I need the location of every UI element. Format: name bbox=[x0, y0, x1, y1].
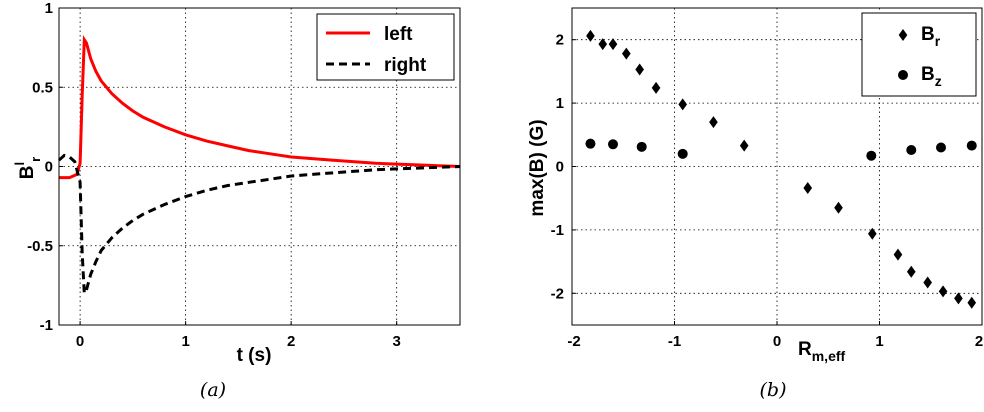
panel-a-y-label-sup: l bbox=[12, 162, 27, 166]
legend-label-bz: Bz bbox=[921, 64, 942, 89]
series-line-left bbox=[59, 34, 461, 180]
x-tick-label: -2 bbox=[567, 333, 580, 350]
y-tick-label: 2 bbox=[556, 32, 564, 49]
panel-a-legend: left right bbox=[316, 13, 455, 81]
data-point-br bbox=[967, 296, 977, 309]
legend-marker-bz bbox=[898, 70, 908, 80]
x-tick-label: 2 bbox=[287, 333, 295, 350]
x-tick-label: 0 bbox=[773, 333, 781, 350]
x-tick-label: 0 bbox=[76, 333, 84, 350]
data-point-br bbox=[868, 227, 877, 240]
legend-label-right: right bbox=[384, 55, 427, 76]
data-point-br bbox=[608, 38, 618, 51]
data-point-br bbox=[678, 98, 688, 111]
data-point-br bbox=[586, 29, 595, 42]
x-tick-label: 2 bbox=[975, 333, 983, 350]
legend-bz-sub: z bbox=[935, 73, 942, 89]
y-tick-label: 0 bbox=[45, 159, 53, 176]
data-point-br bbox=[923, 276, 932, 289]
x-tick-label: 3 bbox=[393, 333, 401, 350]
legend-br-base: B bbox=[921, 24, 935, 45]
data-point-br bbox=[893, 248, 903, 261]
legend-label-left: left bbox=[384, 24, 413, 45]
data-point-br bbox=[938, 285, 948, 298]
panel-a-plot-frame bbox=[58, 7, 461, 326]
y-tick-label: -1 bbox=[40, 317, 53, 334]
panel-a-x-axis-label: t (s) bbox=[237, 345, 272, 366]
panel-b-caption: (b) bbox=[759, 379, 786, 401]
data-point-br bbox=[954, 292, 963, 305]
panel-b-x-label-sub: m,eff bbox=[812, 348, 846, 364]
data-point-bz bbox=[608, 139, 618, 150]
data-point-bz bbox=[966, 140, 977, 151]
legend-br-sub: r bbox=[935, 33, 941, 49]
x-tick-label: 1 bbox=[181, 333, 189, 350]
y-tick-label: 1 bbox=[556, 95, 564, 112]
panel-b-legend-box bbox=[861, 12, 977, 97]
data-point-br bbox=[598, 38, 608, 51]
legend-bz-base: B bbox=[921, 64, 935, 85]
panel-a-caption: (a) bbox=[200, 379, 226, 401]
data-point-bz bbox=[677, 148, 688, 159]
panel-a-tick-labels: 0 1 2 3 -1 -0.5 0 0.5 1 bbox=[27, 0, 401, 350]
data-point-bz bbox=[936, 142, 946, 153]
panel-a-series bbox=[57, 34, 461, 298]
panel-b-grid bbox=[571, 8, 983, 325]
panel-b-plot-frame bbox=[571, 7, 983, 326]
y-tick-label: 1 bbox=[45, 0, 53, 17]
legend-circle-marker bbox=[898, 70, 908, 80]
panel-b-x-label-base: R bbox=[798, 339, 812, 360]
panel-b-caption-letter: b bbox=[767, 379, 779, 401]
data-point-br bbox=[834, 201, 843, 214]
data-point-br bbox=[622, 47, 631, 60]
data-point-bz bbox=[585, 138, 596, 149]
data-point-bz bbox=[866, 150, 877, 161]
panel-a: 0 1 2 3 -1 -0.5 0 0.5 1 t (s) Blr left right (a) bbox=[12, 0, 461, 401]
y-tick-label: -2 bbox=[551, 285, 564, 302]
x-tick-label: 1 bbox=[875, 333, 883, 350]
panel-b-x-axis-label: Rm,eff bbox=[798, 339, 846, 364]
panel-a-caption-letter: a bbox=[207, 379, 218, 401]
legend-diamond-marker bbox=[898, 29, 908, 41]
panel-b-series bbox=[585, 29, 977, 309]
panel-b-legend: Br Bz bbox=[861, 12, 977, 97]
data-point-br bbox=[906, 265, 916, 278]
data-point-br bbox=[803, 182, 813, 195]
data-point-br bbox=[651, 81, 661, 94]
y-tick-label: -1 bbox=[551, 222, 564, 239]
series-line-right bbox=[57, 153, 461, 298]
panel-a-y-label-base: B bbox=[17, 165, 38, 179]
data-point-br bbox=[739, 139, 749, 152]
panel-a-legend-box bbox=[316, 13, 455, 81]
panel-a-y-label-sub: r bbox=[28, 157, 43, 162]
data-point-br bbox=[635, 63, 644, 76]
y-tick-label: 0.5 bbox=[32, 79, 53, 96]
legend-label-br: Br bbox=[921, 24, 941, 49]
panel-b-y-axis-label: max(B) (G) bbox=[527, 119, 548, 216]
panel-b: -2 -1 0 1 2 -2 -1 0 1 2 Rm,eff max(B) (G) Br Bz (… bbox=[527, 7, 984, 401]
data-point-bz bbox=[636, 141, 647, 152]
y-tick-label: 0 bbox=[556, 159, 564, 176]
legend-marker-br bbox=[898, 29, 908, 41]
y-tick-label: -0.5 bbox=[27, 238, 53, 255]
panel-a-y-axis-label: Blr bbox=[12, 157, 43, 179]
x-tick-label: -1 bbox=[668, 333, 681, 350]
panel-b-tick-labels: -2 -1 0 1 2 -2 -1 0 1 2 bbox=[551, 32, 984, 350]
data-point-br bbox=[709, 116, 718, 129]
data-point-bz bbox=[906, 145, 917, 156]
